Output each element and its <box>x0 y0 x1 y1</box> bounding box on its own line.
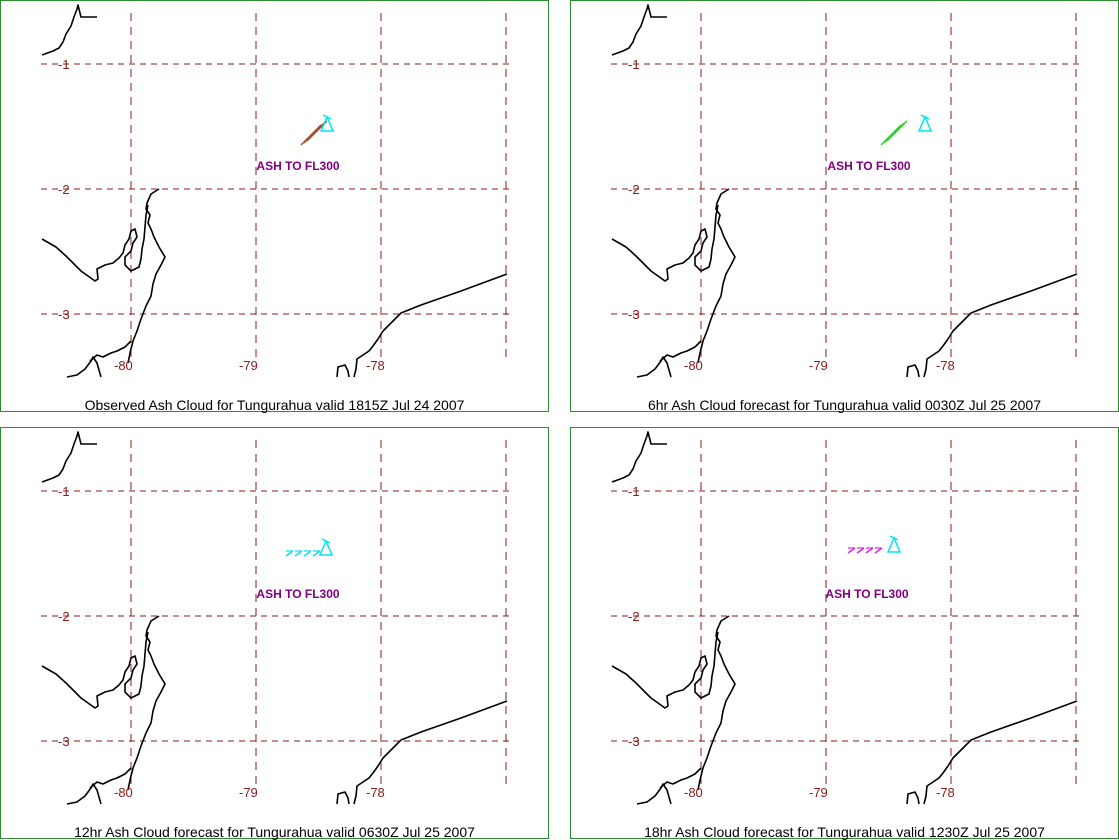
coastline <box>41 4 97 56</box>
latitude-label: -2 <box>58 182 70 197</box>
longitude-label: -79 <box>809 785 828 800</box>
coastline <box>906 791 920 805</box>
coastline <box>659 340 702 362</box>
latitude-label: -2 <box>628 609 640 624</box>
coastline <box>659 767 702 789</box>
coastline <box>636 356 672 378</box>
coastline <box>923 700 1078 805</box>
ash-streak <box>886 120 908 142</box>
volcano-marker <box>917 114 933 132</box>
coastline <box>66 356 102 378</box>
map-panel-12hr: -1 -2 -3 -80 -79 -78 ASH TO FL300 12hr Ash Clo… <box>0 427 549 840</box>
ash-streak <box>294 550 303 557</box>
longitude-label: -78 <box>366 358 385 373</box>
ash-streak <box>303 550 312 557</box>
latitude-label: -1 <box>58 57 70 72</box>
ash-streak <box>865 547 874 554</box>
ash-level-label: ASH TO FL300 <box>256 587 339 601</box>
coastline <box>89 340 132 362</box>
panel-caption: 6hr Ash Cloud forecast for Tungurahua va… <box>647 397 1042 413</box>
coastline <box>66 783 102 805</box>
latitude-label: -3 <box>58 307 70 322</box>
latitude-label: -1 <box>58 484 70 499</box>
latitude-label: -3 <box>58 734 70 749</box>
volcano-marker <box>886 535 902 553</box>
latitude-label: -1 <box>628 484 640 499</box>
ash-streak <box>312 550 321 557</box>
map-canvas: -1 -2 -3 -80 -79 -78 ASH TO FL300 <box>41 4 509 378</box>
ash-cloud <box>847 535 902 554</box>
longitude-label: -78 <box>936 358 955 373</box>
ash-streak <box>856 547 865 554</box>
volcano-marker <box>319 114 335 132</box>
coastline <box>611 204 719 282</box>
coastline <box>353 273 508 378</box>
map-panel-18hr: -1 -2 -3 -80 -79 -78 ASH TO FL300 18hr Ash Clo… <box>570 427 1119 840</box>
longitude-label: -80 <box>114 358 133 373</box>
panel-caption: Observed Ash Cloud for Tungurahua valid … <box>84 397 465 413</box>
panel-caption: 18hr Ash Cloud forecast for Tungurahua v… <box>644 824 1045 840</box>
coastline <box>336 791 350 805</box>
ash-cloud <box>880 114 933 146</box>
map-canvas: -1 -2 -3 -80 -79 -78 ASH TO FL300 <box>611 4 1079 378</box>
panel-caption: 12hr Ash Cloud forecast for Tungurahua v… <box>74 824 475 840</box>
coastline <box>41 204 149 282</box>
coastline <box>611 4 667 56</box>
latitude-label: -2 <box>58 609 70 624</box>
longitude-label: -79 <box>239 785 258 800</box>
coastline <box>611 431 667 483</box>
longitude-label: -79 <box>809 358 828 373</box>
coastline <box>41 631 149 709</box>
longitude-label: -79 <box>239 358 258 373</box>
ash-streak <box>847 547 856 554</box>
ash-streak <box>874 547 883 554</box>
map-panel-6hr: -1 -2 -3 -80 -79 -78 ASH TO FL300 6hr Ash Clou… <box>570 0 1119 413</box>
coastline <box>923 273 1078 378</box>
latitude-label: -3 <box>628 307 640 322</box>
latitude-label: -2 <box>628 182 640 197</box>
map-canvas: -1 -2 -3 -80 -79 -78 ASH TO FL300 <box>611 431 1079 805</box>
longitude-label: -80 <box>684 785 703 800</box>
longitude-label: -78 <box>936 785 955 800</box>
map-panel-observed: -1 -2 -3 -80 -79 -78 ASH TO FL300 Observed Ash… <box>0 0 549 413</box>
latitude-label: -3 <box>628 734 640 749</box>
volcano-marker <box>318 538 334 556</box>
coastline <box>41 431 97 483</box>
coastline <box>906 364 920 378</box>
coastline <box>336 364 350 378</box>
coastline <box>611 631 719 709</box>
ash-streak <box>285 550 294 557</box>
longitude-label: -78 <box>366 785 385 800</box>
ash-cloud <box>285 538 334 557</box>
map-canvas: -1 -2 -3 -80 -79 -78 ASH TO FL300 <box>41 431 509 805</box>
ash-cloud <box>300 114 335 146</box>
coastline <box>89 767 132 789</box>
ash-level-label: ASH TO FL300 <box>256 159 339 173</box>
latitude-label: -1 <box>628 57 640 72</box>
ash-level-label: ASH TO FL300 <box>827 159 910 173</box>
ash-level-label: ASH TO FL300 <box>825 587 908 601</box>
coastline <box>353 700 508 805</box>
longitude-label: -80 <box>684 358 703 373</box>
coastline <box>636 783 672 805</box>
longitude-label: -80 <box>114 785 133 800</box>
